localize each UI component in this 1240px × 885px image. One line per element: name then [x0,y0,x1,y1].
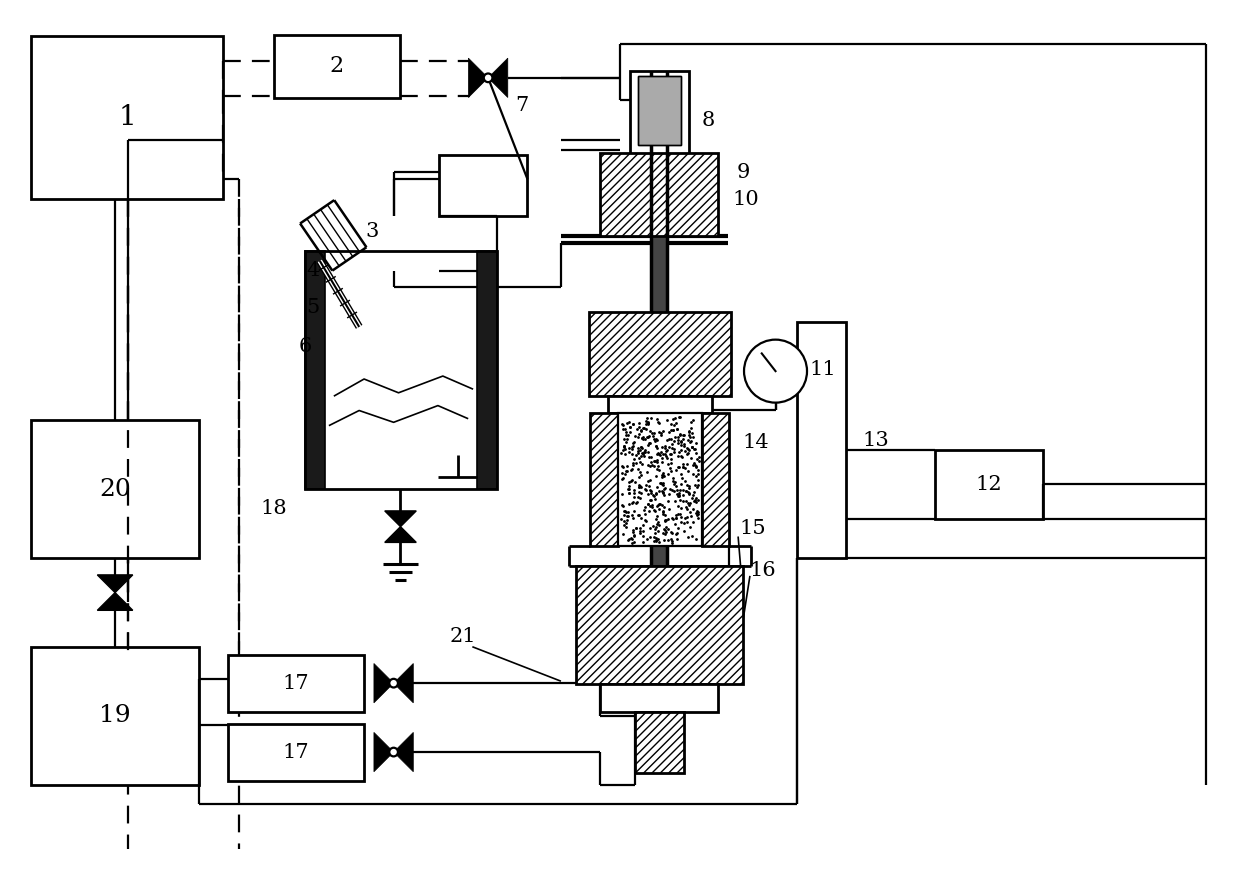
Polygon shape [384,527,417,543]
Text: 8: 8 [702,111,715,129]
Text: 5: 5 [306,297,320,317]
Bar [935,450,1043,519]
Polygon shape [374,733,393,772]
Polygon shape [97,593,133,611]
Bar [637,76,681,145]
Polygon shape [489,58,508,97]
Bar [31,36,223,199]
Text: 7: 7 [515,96,528,115]
Text: 12: 12 [976,475,1002,494]
Bar [439,155,527,216]
Bar [589,312,732,396]
Polygon shape [393,733,413,772]
Text: 18: 18 [260,499,286,519]
Text: 9: 9 [737,163,750,181]
Bar [31,647,198,784]
Bar [228,724,365,781]
Bar [797,322,847,558]
Text: 20: 20 [99,478,131,501]
Circle shape [389,748,398,757]
Text: 2: 2 [330,56,343,78]
Text: 17: 17 [283,743,310,762]
Bar [274,35,399,98]
Bar [618,413,702,546]
Bar [228,655,365,712]
Polygon shape [97,575,133,593]
Bar [608,396,712,413]
Bar [630,71,689,169]
Bar [600,684,718,712]
Text: 10: 10 [733,190,759,210]
Text: 13: 13 [863,430,889,450]
Circle shape [389,679,398,688]
Bar [651,71,667,716]
Bar [635,712,684,773]
Text: 1: 1 [119,104,136,131]
Text: 15: 15 [739,519,766,538]
Bar [305,251,497,489]
Bar [702,413,729,546]
Text: 17: 17 [283,673,310,693]
Polygon shape [384,511,417,527]
Polygon shape [393,664,413,703]
Text: 14: 14 [743,434,769,452]
Bar [637,76,681,145]
Text: 4: 4 [306,261,320,281]
Bar [31,420,198,558]
Text: 19: 19 [99,704,131,727]
Bar [575,566,743,684]
Polygon shape [469,58,489,97]
Text: 3: 3 [366,222,378,241]
Text: 21: 21 [449,627,476,646]
Text: 6: 6 [299,337,311,356]
Bar [600,152,718,236]
Circle shape [484,73,492,82]
Circle shape [744,340,807,403]
Bar [477,251,497,489]
Text: 16: 16 [749,561,776,581]
Polygon shape [374,664,393,703]
Bar [590,413,618,546]
Text: 11: 11 [810,359,836,379]
Bar [305,251,325,489]
